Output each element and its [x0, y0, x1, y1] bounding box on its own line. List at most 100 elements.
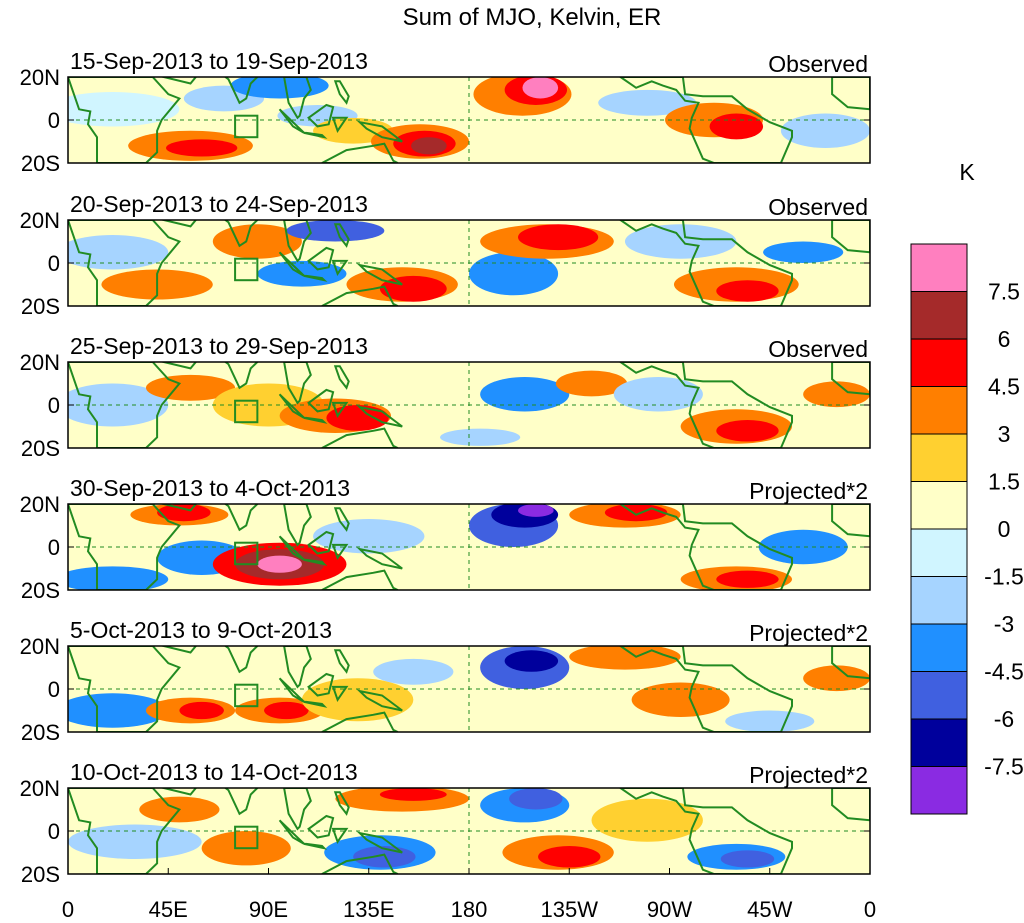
coastline: [831, 362, 870, 396]
coastline: [331, 543, 349, 560]
lon-tick-label: 90E: [249, 897, 288, 922]
coastline: [303, 416, 328, 424]
panel-kind-label: Projected*2: [749, 762, 868, 788]
coastline: [321, 569, 399, 590]
colorbar-units-label: K: [959, 159, 975, 185]
colorbar-swatch: [910, 481, 968, 530]
anomaly-contour: [624, 224, 737, 259]
lat-tick-label: 0: [48, 535, 60, 560]
coastline: [283, 788, 312, 831]
coastline: [160, 362, 198, 370]
colorbar-swatch: [910, 528, 968, 577]
anomaly-contour: [504, 650, 559, 672]
lat-tick-label: 20N: [20, 208, 60, 233]
coastline: [333, 649, 350, 674]
colorbar-label: -4.5: [984, 659, 1024, 685]
lon-tick-label: 90W: [647, 897, 692, 922]
colorbar: K 7.5 6 4.5 3 1.5 0 -1.5 -3 -4.5 -6 -7.5: [910, 159, 1024, 815]
lon-tick-label: 45W: [747, 897, 792, 922]
anomaly-contour: [145, 374, 236, 401]
coastline: [278, 251, 305, 277]
colorbar-swatch: [910, 243, 968, 292]
colorbar-swatch: [910, 386, 968, 435]
panel-date-range: 30-Sep-2013 to 4-Oct-2013: [70, 475, 350, 501]
coastline: [356, 689, 403, 712]
coastline: [321, 853, 399, 874]
anomaly-contour: [157, 504, 211, 522]
anomaly-contour: [709, 113, 764, 140]
coastline: [278, 393, 305, 419]
coastline: [223, 504, 259, 532]
lon-tick-label: 0: [864, 897, 876, 922]
anomaly-contour: [716, 280, 779, 302]
coastline: [618, 788, 793, 874]
colorbar-label: 7.5: [988, 279, 1020, 305]
colorbar-label: 3: [998, 421, 1011, 447]
region-box: [234, 825, 259, 850]
coastline: [831, 788, 870, 822]
coastline: [321, 427, 399, 448]
anomaly-contour: [440, 428, 521, 446]
panel-date-range: 25-Sep-2013 to 29-Sep-2013: [70, 333, 368, 359]
colorbar-label: 4.5: [988, 374, 1020, 400]
anomaly-contour: [68, 824, 202, 859]
anomaly-contour: [725, 710, 815, 732]
coastline: [223, 77, 259, 105]
lat-tick-label: 0: [48, 677, 60, 702]
region-box: [234, 257, 259, 282]
coastline: [333, 80, 350, 105]
anomaly-contour: [613, 377, 703, 412]
coastline: [303, 842, 328, 850]
coastline: [321, 142, 399, 163]
colorbar-label: -3: [994, 611, 1014, 637]
longitude-axis: 0 45E 90E 135E 180 135W 90W 45W 0: [62, 868, 876, 922]
panel-2: 20N 0 20S 20-Sep-2013 to 24-Sep-2013 Observe…: [20, 191, 871, 319]
anomaly-field: [68, 504, 870, 590]
anomaly-field: [68, 220, 870, 306]
panel-6: 20N 0 20S 10-Oct-2013 to 14-Oct-2013 Project…: [20, 759, 871, 887]
lat-tick-label: 0: [48, 393, 60, 418]
coastline: [618, 504, 793, 590]
colorbar-label: -6: [994, 706, 1014, 732]
anomaly-field: [68, 362, 870, 448]
anomaly-contour: [538, 846, 601, 868]
coastline: [283, 77, 312, 120]
coastline: [283, 362, 312, 405]
colorbar-swatch: [910, 623, 968, 672]
anomaly-field: [68, 646, 870, 732]
anomaly-contour: [780, 113, 870, 148]
panel-date-range: 10-Oct-2013 to 14-Oct-2013: [70, 759, 358, 785]
coastline: [68, 504, 182, 590]
coastline: [278, 108, 305, 134]
coastline: [356, 547, 403, 570]
coastline: [303, 700, 328, 708]
region-box: [234, 114, 259, 139]
coastline: [618, 220, 793, 306]
lat-tick-label: 0: [48, 108, 60, 133]
colorbar-swatch: [910, 433, 968, 482]
coastline: [278, 677, 305, 703]
anomaly-contour: [518, 504, 554, 517]
anomaly-contour: [286, 220, 385, 242]
anomaly-contour: [469, 252, 559, 296]
panel-3: 20N 0 20S 25-Sep-2013 to 29-Sep-2013 Observe…: [20, 333, 871, 461]
coastline: [307, 530, 335, 555]
colorbar-label: 6: [998, 326, 1011, 352]
anomaly-contour: [68, 92, 180, 127]
lat-tick-label: 20S: [21, 294, 60, 319]
coastline: [831, 646, 870, 680]
coastline: [307, 388, 335, 413]
region-box: [234, 541, 259, 566]
anomaly-contour: [301, 678, 414, 722]
coastline: [831, 220, 870, 254]
coastline: [223, 220, 259, 248]
coastline: [160, 788, 198, 796]
coastline: [278, 535, 305, 561]
lat-tick-label: 0: [48, 251, 60, 276]
coastline: [356, 263, 403, 286]
anomaly-contour: [569, 646, 681, 670]
lat-tick-label: 20N: [20, 65, 60, 90]
coastline: [333, 791, 350, 816]
coastline: [160, 646, 198, 654]
